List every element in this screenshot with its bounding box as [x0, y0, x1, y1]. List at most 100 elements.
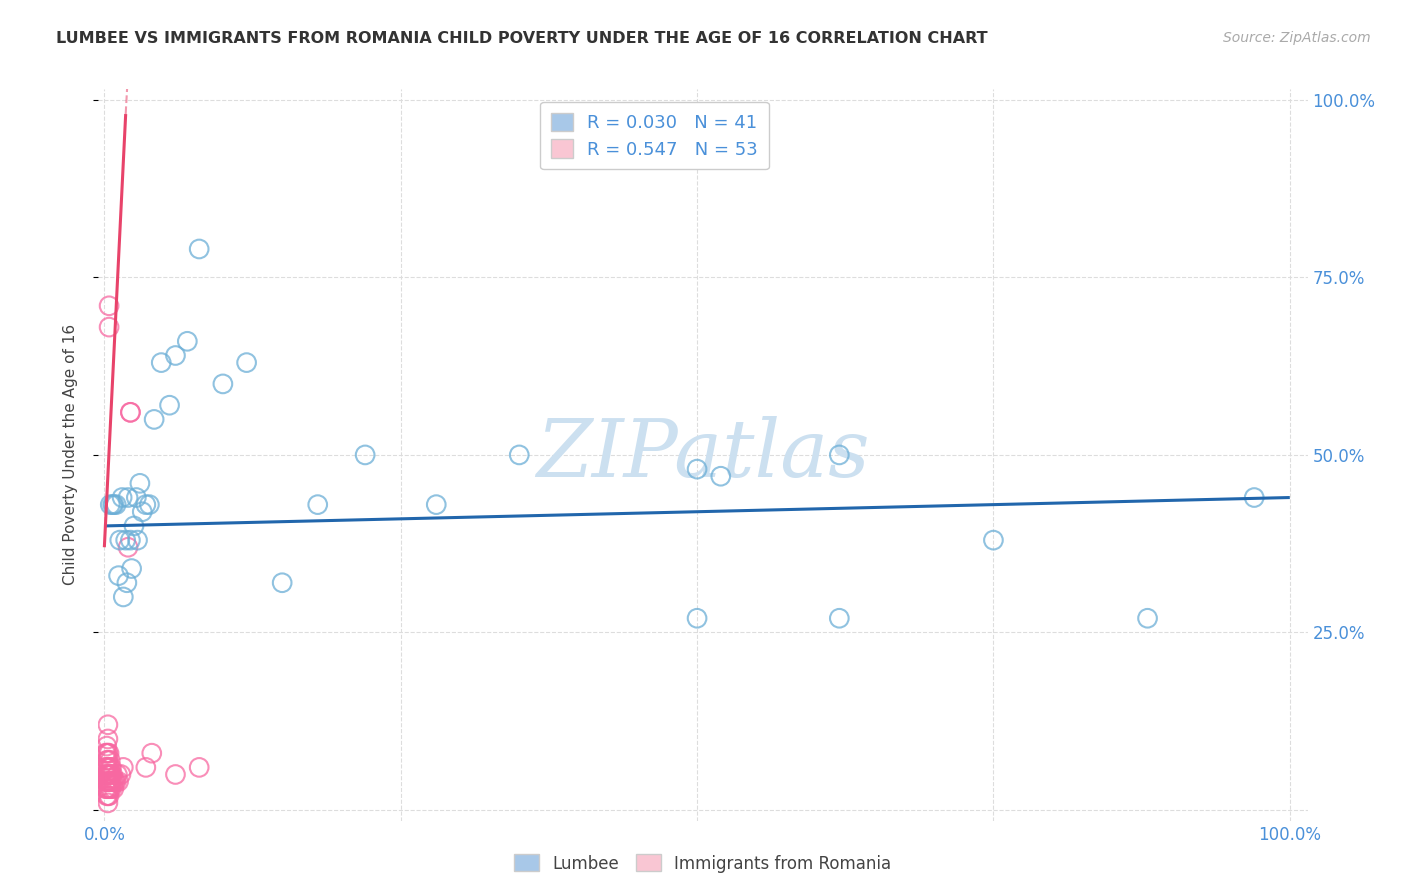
Point: [96, 746, 118, 760]
Point: [98, 746, 121, 760]
Point: [165, 349, 187, 363]
Point: [165, 767, 187, 781]
Point: [120, 533, 142, 548]
Point: [97, 731, 120, 746]
Point: [98, 320, 121, 334]
Point: [212, 376, 235, 391]
Point: [94, 767, 117, 781]
Point: [150, 356, 173, 370]
Point: [97, 760, 120, 774]
Point: [188, 760, 211, 774]
Point: [97, 781, 120, 796]
Legend: Lumbee, Immigrants from Romania: Lumbee, Immigrants from Romania: [508, 847, 898, 880]
Point: [97, 774, 120, 789]
Point: [97, 753, 120, 767]
Point: [100, 774, 122, 789]
Point: [120, 405, 142, 419]
Point: [141, 746, 163, 760]
Point: [131, 505, 153, 519]
Point: [235, 356, 257, 370]
Point: [143, 412, 166, 426]
Point: [115, 575, 138, 590]
Point: [983, 533, 1005, 548]
Point: [108, 533, 131, 548]
Point: [103, 781, 125, 796]
Point: [111, 491, 134, 505]
Point: [188, 242, 211, 256]
Point: [120, 405, 142, 419]
Point: [112, 590, 135, 604]
Point: [97, 718, 120, 732]
Point: [105, 767, 128, 781]
Point: [121, 561, 143, 575]
Point: [114, 533, 136, 548]
Point: [96, 753, 118, 767]
Point: [94, 774, 117, 789]
Point: [135, 498, 157, 512]
Point: [354, 448, 377, 462]
Point: [98, 774, 121, 789]
Point: [105, 774, 128, 789]
Point: [425, 498, 447, 512]
Point: [97, 767, 120, 781]
Point: [135, 760, 157, 774]
Point: [94, 781, 117, 796]
Point: [117, 540, 139, 554]
Point: [100, 760, 122, 774]
Point: [100, 781, 122, 796]
Point: [110, 767, 132, 781]
Point: [96, 781, 118, 796]
Point: [96, 789, 118, 803]
Point: [271, 575, 294, 590]
Point: [1243, 491, 1265, 505]
Point: [508, 448, 530, 462]
Point: [307, 498, 329, 512]
Point: [100, 767, 122, 781]
Point: [97, 796, 120, 810]
Point: [828, 611, 851, 625]
Text: ZIPatlas: ZIPatlas: [536, 417, 870, 493]
Point: [117, 491, 139, 505]
Point: [98, 498, 121, 512]
Point: [710, 469, 733, 483]
Point: [101, 767, 124, 781]
Text: Source: ZipAtlas.com: Source: ZipAtlas.com: [1223, 31, 1371, 45]
Point: [828, 448, 851, 462]
Point: [94, 746, 117, 760]
Point: [101, 498, 124, 512]
Point: [103, 774, 125, 789]
Point: [112, 760, 135, 774]
Point: [1136, 611, 1159, 625]
Point: [98, 753, 121, 767]
Point: [98, 767, 121, 781]
Point: [97, 746, 120, 760]
Point: [96, 767, 118, 781]
Point: [103, 498, 125, 512]
Point: [98, 789, 121, 803]
Point: [104, 774, 127, 789]
Legend: R = 0.030   N = 41, R = 0.547   N = 53: R = 0.030 N = 41, R = 0.547 N = 53: [540, 102, 769, 169]
Point: [101, 774, 124, 789]
Point: [98, 781, 121, 796]
Point: [138, 498, 160, 512]
Point: [105, 498, 128, 512]
Point: [98, 760, 121, 774]
Point: [122, 519, 145, 533]
Point: [686, 462, 709, 476]
Point: [159, 398, 181, 412]
Point: [686, 611, 709, 625]
Point: [127, 533, 149, 548]
Point: [98, 781, 121, 796]
Point: [125, 491, 148, 505]
Point: [98, 774, 121, 789]
Point: [98, 767, 121, 781]
Point: [98, 299, 121, 313]
Point: [96, 760, 118, 774]
Point: [176, 334, 198, 349]
Point: [94, 760, 117, 774]
Point: [96, 774, 118, 789]
Y-axis label: Child Poverty Under the Age of 16: Child Poverty Under the Age of 16: [63, 325, 77, 585]
Text: LUMBEE VS IMMIGRANTS FROM ROMANIA CHILD POVERTY UNDER THE AGE OF 16 CORRELATION : LUMBEE VS IMMIGRANTS FROM ROMANIA CHILD …: [56, 31, 988, 46]
Point: [107, 568, 129, 582]
Point: [97, 789, 120, 803]
